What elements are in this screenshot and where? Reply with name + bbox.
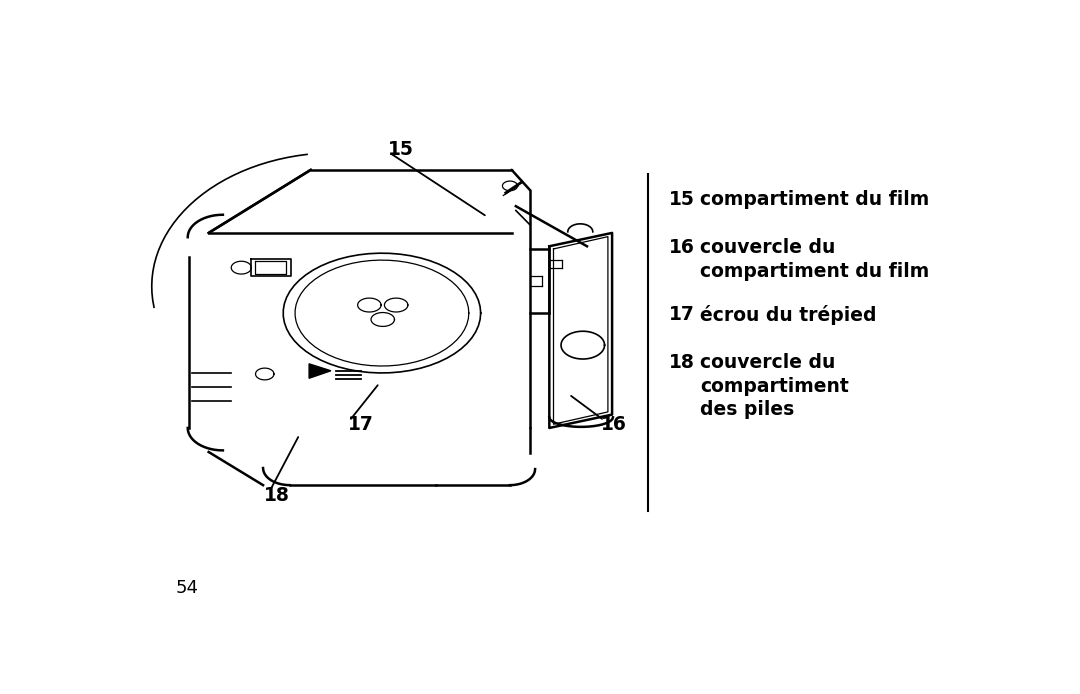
Text: 15: 15: [669, 190, 694, 209]
Text: couvercle du
compartiment du film: couvercle du compartiment du film: [700, 238, 929, 281]
Text: 16: 16: [669, 238, 694, 257]
Polygon shape: [309, 364, 330, 378]
Text: 18: 18: [265, 486, 291, 505]
Text: 15: 15: [388, 139, 414, 158]
Text: 17: 17: [669, 305, 694, 324]
Text: 17: 17: [348, 415, 374, 434]
Text: 16: 16: [600, 415, 626, 434]
Text: écrou du trépied: écrou du trépied: [700, 305, 877, 325]
Text: couvercle du
compartiment
des piles: couvercle du compartiment des piles: [700, 353, 849, 419]
Text: compartiment du film: compartiment du film: [700, 190, 929, 209]
Text: 18: 18: [669, 353, 694, 372]
Text: 54: 54: [175, 579, 198, 598]
